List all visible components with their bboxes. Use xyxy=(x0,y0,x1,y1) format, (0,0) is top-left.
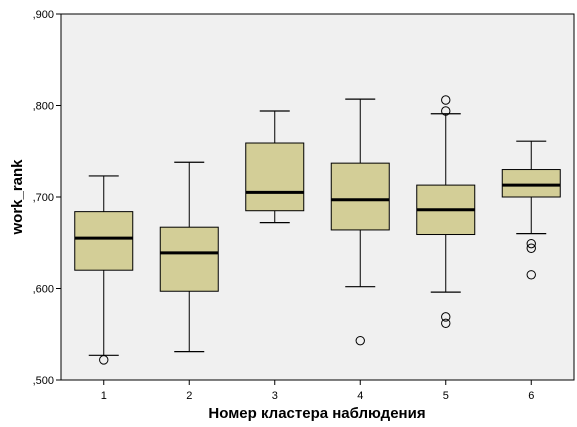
x-tick-label: 3 xyxy=(272,390,278,402)
x-tick-label: 4 xyxy=(357,390,363,402)
iqr-box xyxy=(75,212,133,271)
plot-area xyxy=(61,14,574,380)
y-axis-title: work_rank xyxy=(9,159,26,236)
x-tick-label: 5 xyxy=(443,390,449,402)
y-tick-label: ,800 xyxy=(33,101,54,113)
iqr-box xyxy=(246,143,304,211)
y-tick-label: ,900 xyxy=(33,9,54,21)
x-tick-label: 2 xyxy=(186,390,192,402)
x-tick-label: 6 xyxy=(528,390,534,402)
y-tick-label: ,500 xyxy=(33,375,54,387)
x-tick-label: 1 xyxy=(101,390,107,402)
y-tick-label: ,700 xyxy=(33,192,54,204)
x-axis: 1 2 3 4 5 6 xyxy=(101,380,535,402)
iqr-box xyxy=(160,227,218,291)
x-axis-title: Номер кластера наблюдения xyxy=(208,405,425,422)
iqr-box xyxy=(502,170,560,197)
y-tick-label: ,600 xyxy=(33,284,54,296)
y-axis: ,500 ,600 ,700 ,800 ,900 xyxy=(33,9,61,387)
iqr-box xyxy=(331,163,389,230)
